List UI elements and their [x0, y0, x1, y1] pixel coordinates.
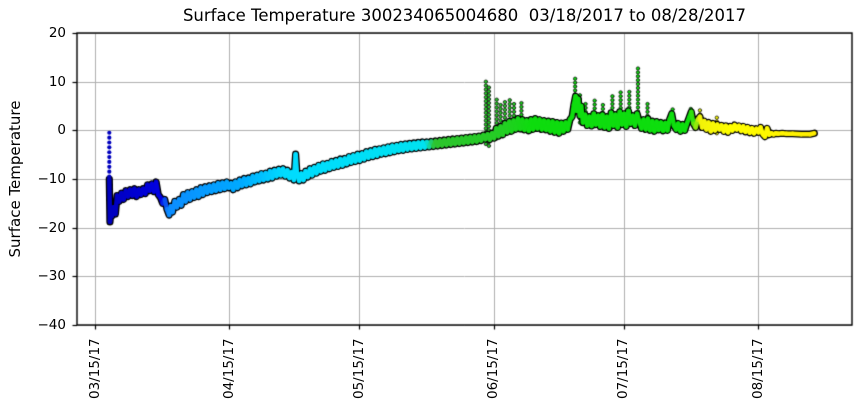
x-tick-label: 04/15/17	[220, 338, 237, 399]
y-tick-label: −30	[37, 268, 67, 285]
x-tick-label: 05/15/17	[350, 338, 367, 399]
y-tick-label: 0	[57, 122, 66, 139]
x-tick-label: 08/15/17	[749, 338, 766, 399]
y-tick-label: −40	[37, 317, 67, 333]
x-tick-label: 03/15/17	[86, 338, 103, 399]
x-tick-label: 07/15/17	[615, 338, 632, 399]
y-tick-label: 20	[48, 25, 66, 41]
y-tick-label: −20	[37, 219, 67, 236]
y-tick-label: −10	[37, 171, 67, 187]
chart-title: Surface Temperature 300234065004680 03/1…	[182, 6, 747, 25]
x-tick-label: 06/15/17	[485, 338, 502, 399]
y-tick-label: 10	[48, 73, 66, 90]
